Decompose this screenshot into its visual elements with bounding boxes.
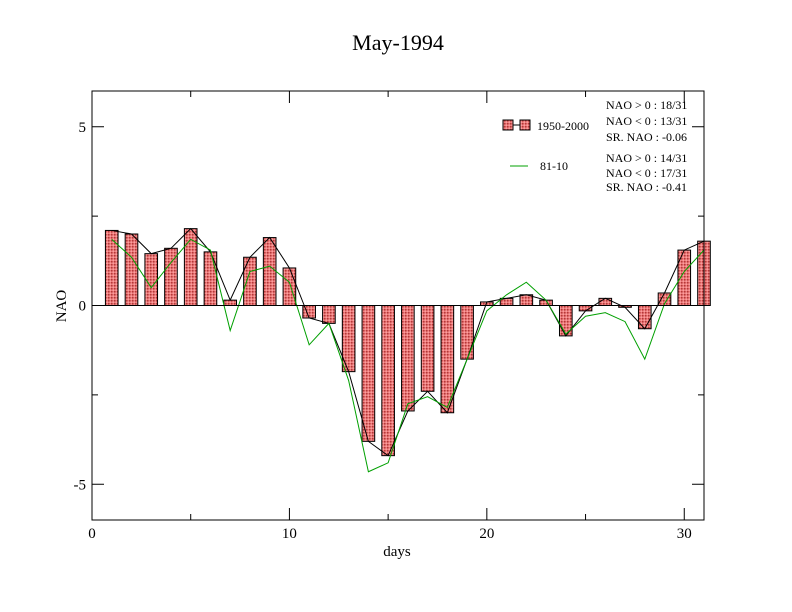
legend-label-1950-2000: 1950-2000 <box>537 119 589 133</box>
bar-day-26 <box>598 297 613 307</box>
legend-swatch-1950-2000-right <box>519 119 531 131</box>
y-axis-label: NAO <box>54 290 70 323</box>
x-tick-label: 0 <box>88 526 96 542</box>
x-axis-label: days <box>383 544 411 560</box>
chart-title: May-1994 <box>352 30 444 55</box>
x-tick-label: 10 <box>282 526 297 542</box>
y-tick-label: 5 <box>79 120 87 136</box>
x-tick-label: 20 <box>479 526 494 542</box>
stat-81-10-positive: NAO > 0 : 14/31 <box>606 151 687 165</box>
bar-series <box>104 228 711 457</box>
bar-day-1 <box>104 229 119 306</box>
bar-day-14 <box>361 305 376 442</box>
stats-panel: NAO > 0 : 18/31 NAO < 0 : 13/31 SR. NAO … <box>606 98 687 194</box>
bar-day-6 <box>203 251 218 307</box>
bar-day-24 <box>558 305 573 337</box>
bar-day-8 <box>243 256 257 306</box>
stat-1950-2000-negative: NAO < 0 : 13/31 <box>606 114 687 128</box>
bar-day-12 <box>322 305 336 324</box>
bar-day-15 <box>381 305 395 457</box>
legend-swatch-1950-2000-left <box>502 119 514 131</box>
stat-1950-2000-positive: NAO > 0 : 18/31 <box>606 98 687 112</box>
bar-day-17 <box>420 305 435 392</box>
axis-ticks: 0 10 20 30 -5 0 5 <box>74 91 704 542</box>
bar-day-16 <box>401 305 415 412</box>
x-tick-label: 30 <box>677 526 692 542</box>
stat-1950-2000-sr: SR. NAO : -0.06 <box>606 130 687 144</box>
bar-day-9 <box>262 237 277 307</box>
bar-day-19 <box>460 305 474 360</box>
legend: 1950-2000 81-10 <box>502 119 589 173</box>
y-tick-label: -5 <box>74 477 87 493</box>
y-tick-label: 0 <box>79 299 87 315</box>
bar-day-2 <box>124 233 139 306</box>
stat-81-10-sr: SR. NAO : -0.41 <box>606 180 687 194</box>
bar-day-3 <box>144 253 159 307</box>
bar-day-28 <box>637 305 652 330</box>
bar-day-10 <box>282 267 297 306</box>
line-series-81-10 <box>111 238 705 473</box>
stat-81-10-negative: NAO < 0 : 17/31 <box>606 166 687 180</box>
bar-day-5 <box>183 228 198 306</box>
bar-day-30 <box>677 249 692 306</box>
legend-label-81-10: 81-10 <box>540 159 568 173</box>
